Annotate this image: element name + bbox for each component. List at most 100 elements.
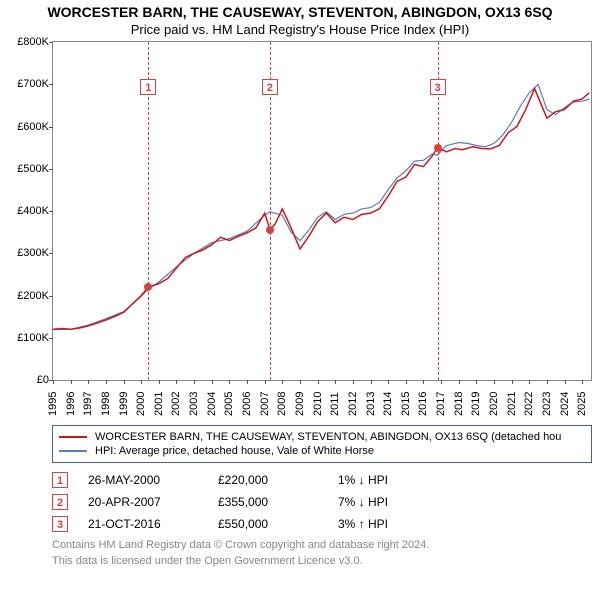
x-tick bbox=[406, 380, 407, 384]
x-tick bbox=[194, 380, 195, 384]
x-tick-label: 2021 bbox=[506, 392, 518, 416]
sale-price: £220,000 bbox=[218, 473, 338, 487]
x-tick bbox=[547, 380, 548, 384]
x-tick-label: 2022 bbox=[523, 392, 535, 416]
x-tick bbox=[371, 380, 372, 384]
x-tick-label: 2005 bbox=[223, 392, 235, 416]
marker-box: 3 bbox=[430, 79, 446, 95]
x-tick bbox=[282, 380, 283, 384]
x-tick-label: 1999 bbox=[118, 392, 130, 416]
sale-date: 26-MAY-2000 bbox=[88, 473, 218, 487]
x-tick-label: 2003 bbox=[188, 392, 200, 416]
x-tick bbox=[388, 380, 389, 384]
marker-box: 2 bbox=[262, 79, 278, 95]
y-tick-label: £0 bbox=[37, 374, 49, 386]
y-tick-label: £300K bbox=[17, 247, 49, 259]
x-tick bbox=[124, 380, 125, 384]
sale-date: 20-APR-2007 bbox=[88, 495, 218, 509]
x-tick-label: 2006 bbox=[241, 392, 253, 416]
x-tick-label: 2000 bbox=[135, 392, 147, 416]
chart-subtitle: Price paid vs. HM Land Registry's House … bbox=[0, 20, 600, 41]
sales-table: 126-MAY-2000£220,0001% ↓ HPI 2 20-APR-2007… bbox=[52, 469, 592, 535]
x-tick bbox=[318, 380, 319, 384]
legend-label: WORCESTER BARN, THE CAUSEWAY, STEVENTON,… bbox=[95, 431, 561, 443]
legend: WORCESTER BARN, THE CAUSEWAY, STEVENTON,… bbox=[52, 425, 592, 463]
x-tick-label: 2025 bbox=[576, 392, 588, 416]
y-tick bbox=[49, 296, 53, 297]
sale-row: 126-MAY-2000£220,0001% ↓ HPI bbox=[52, 469, 592, 491]
x-tick bbox=[512, 380, 513, 384]
x-tick bbox=[300, 380, 301, 384]
sale-price: £355,000 bbox=[218, 495, 338, 509]
x-tick-label: 2016 bbox=[417, 392, 429, 416]
x-tick bbox=[476, 380, 477, 384]
y-tick bbox=[49, 211, 53, 212]
y-tick bbox=[49, 169, 53, 170]
x-tick bbox=[212, 380, 213, 384]
x-tick bbox=[459, 380, 460, 384]
x-tick bbox=[423, 380, 424, 384]
x-tick bbox=[265, 380, 266, 384]
x-tick bbox=[565, 380, 566, 384]
y-tick-label: £700K bbox=[17, 78, 49, 90]
x-tick bbox=[335, 380, 336, 384]
x-tick-label: 2012 bbox=[347, 392, 359, 416]
y-tick bbox=[49, 84, 53, 85]
sale-delta: 1% ↓ HPI bbox=[338, 473, 388, 487]
x-tick-label: 2020 bbox=[488, 392, 500, 416]
chart-area: £0£100K£200K£300K£400K£500K£600K£700K£80… bbox=[52, 41, 592, 381]
marker-dot bbox=[434, 144, 442, 152]
y-tick-label: £100K bbox=[17, 332, 49, 344]
x-tick bbox=[494, 380, 495, 384]
sale-row: 2 20-APR-2007£355,0007% ↓ HPI bbox=[52, 491, 592, 513]
x-tick-label: 2013 bbox=[365, 392, 377, 416]
sale-delta: 7% ↓ HPI bbox=[338, 495, 388, 509]
footer-line-2: This data is licensed under the Open Gov… bbox=[52, 555, 592, 567]
chart-title: WORCESTER BARN, THE CAUSEWAY, STEVENTON,… bbox=[0, 0, 600, 20]
x-tick bbox=[353, 380, 354, 384]
sale-price: £550,000 bbox=[218, 517, 338, 531]
y-tick-label: £200K bbox=[17, 290, 49, 302]
x-tick-label: 2007 bbox=[259, 392, 271, 416]
x-tick-label: 1996 bbox=[65, 392, 77, 416]
marker-dot bbox=[266, 226, 274, 234]
legend-row: HPI: Average price, detached house, Vale… bbox=[59, 444, 585, 458]
legend-swatch bbox=[59, 450, 87, 452]
y-tick bbox=[49, 253, 53, 254]
y-tick-label: £800K bbox=[17, 36, 49, 48]
x-tick-label: 2019 bbox=[470, 392, 482, 416]
x-tick bbox=[53, 380, 54, 384]
y-tick bbox=[49, 127, 53, 128]
x-tick-label: 1997 bbox=[82, 392, 94, 416]
y-tick-label: £400K bbox=[17, 205, 49, 217]
x-tick-label: 2018 bbox=[453, 392, 465, 416]
x-tick bbox=[229, 380, 230, 384]
sale-index: 2 bbox=[52, 494, 68, 510]
x-axis-labels: 1995199619971998199920002001200220032004… bbox=[53, 380, 591, 420]
sale-date: 21-OCT-2016 bbox=[88, 517, 218, 531]
x-tick-label: 2010 bbox=[312, 392, 324, 416]
x-tick-label: 2014 bbox=[382, 392, 394, 416]
x-tick bbox=[71, 380, 72, 384]
x-tick bbox=[141, 380, 142, 384]
footer-line-1: Contains HM Land Registry data © Crown c… bbox=[52, 539, 592, 551]
y-tick bbox=[49, 338, 53, 339]
marker-box: 1 bbox=[140, 79, 156, 95]
x-tick bbox=[441, 380, 442, 384]
x-tick-label: 2001 bbox=[153, 392, 165, 416]
sale-index: 3 bbox=[52, 516, 68, 532]
x-tick-label: 2008 bbox=[276, 392, 288, 416]
x-tick-label: 2023 bbox=[541, 392, 553, 416]
y-tick-label: £500K bbox=[17, 163, 49, 175]
x-tick bbox=[106, 380, 107, 384]
x-tick-label: 2009 bbox=[294, 392, 306, 416]
x-tick bbox=[247, 380, 248, 384]
y-axis-labels: £0£100K£200K£300K£400K£500K£600K£700K£80… bbox=[3, 42, 51, 380]
x-tick-label: 2024 bbox=[559, 392, 571, 416]
x-tick-label: 2004 bbox=[206, 392, 218, 416]
x-tick bbox=[582, 380, 583, 384]
x-tick-label: 2017 bbox=[435, 392, 447, 416]
sale-row: 321-OCT-2016£550,0003% ↑ HPI bbox=[52, 513, 592, 535]
y-tick bbox=[49, 380, 53, 381]
y-tick bbox=[49, 42, 53, 43]
